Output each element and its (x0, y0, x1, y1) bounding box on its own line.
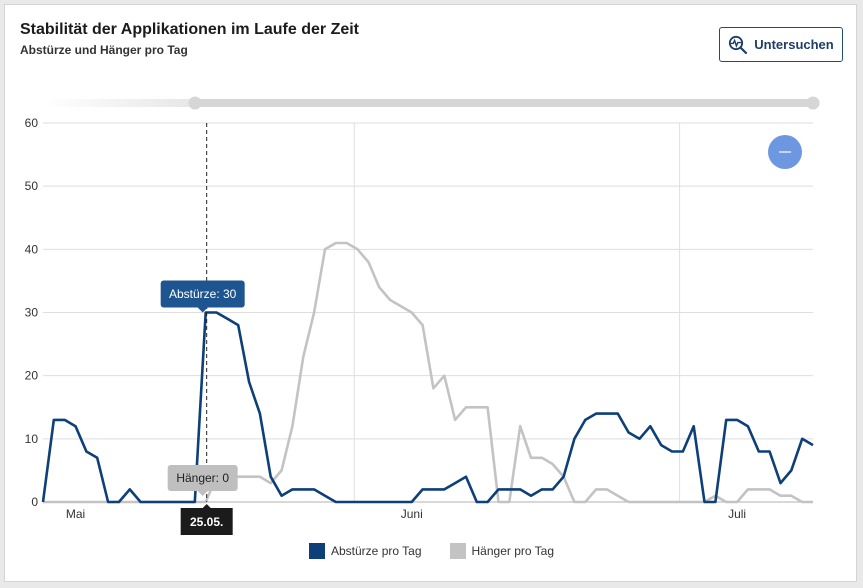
tooltip-hangs-pointer (197, 491, 208, 496)
investigate-button-label: Untersuchen (754, 37, 834, 52)
tooltip-date-text: 25.05. (190, 515, 223, 529)
magnifier-pulse-icon (728, 35, 748, 55)
tooltip-crashes-pointer (197, 307, 208, 313)
series-line-hangs[interactable] (43, 241, 813, 504)
chart-lines (41, 241, 814, 504)
zoom-reset-button[interactable] (768, 135, 802, 169)
tooltip-crashes: Abstürze: 30 (160, 280, 245, 313)
tooltip-hangs-box (167, 465, 238, 491)
y-axis: 0 10 20 30 40 50 60 (25, 116, 39, 509)
y-tick-label: 40 (25, 242, 39, 256)
chart-subtitle: Abstürze und Hänger pro Tag (20, 43, 188, 57)
tooltip-date-pointer (201, 504, 212, 509)
legend-label-crashes: Abstürze pro Tag (331, 544, 422, 558)
tooltip-date: 25.05. (180, 504, 233, 535)
chart-svg: 0 10 20 30 40 50 60 Mai Juni Juli Abstürze: 30 Hä… (25, 96, 820, 535)
legend-label-hangs: Hänger pro Tag (471, 544, 555, 558)
range-slider[interactable] (43, 96, 820, 110)
slider-handle-end[interactable] (806, 96, 820, 110)
tooltip-crashes-text: Abstürze: 30 (169, 287, 237, 301)
y-tick-label: 20 (25, 369, 39, 383)
y-tick-label: 10 (25, 432, 39, 446)
chart-title: Stabilität der Applikationen im Laufe de… (20, 21, 360, 38)
tooltip-hangs-text: Hänger: 0 (176, 471, 229, 485)
chart-overlay: Abstürze: 30 Hänger: 0 25.05. (160, 123, 245, 535)
slider-track-active[interactable] (195, 99, 813, 107)
slider-track-inactive (43, 99, 195, 107)
investigate-button[interactable]: Untersuchen (719, 27, 843, 62)
slider-handle-start[interactable] (188, 96, 202, 110)
y-tick-label: 30 (25, 306, 39, 320)
chart-legend: Abstürze pro Tag Hänger pro Tag (5, 543, 858, 559)
legend-item-crashes[interactable]: Abstürze pro Tag (309, 543, 422, 559)
series-line-crashes[interactable] (41, 311, 814, 504)
tooltip-crashes-box (160, 280, 245, 308)
x-tick-label: Mai (66, 507, 85, 521)
legend-swatch-hangs (449, 543, 466, 559)
legend-item-hangs[interactable]: Hänger pro Tag (449, 543, 555, 559)
tooltip-hangs: Hänger: 0 (167, 465, 238, 496)
tooltip-date-box (180, 508, 233, 535)
x-tick-label: Juni (401, 507, 423, 521)
y-tick-label: 0 (31, 495, 38, 509)
y-tick-label: 60 (25, 116, 39, 130)
y-tick-label: 50 (25, 179, 39, 193)
x-tick-label: Juli (728, 507, 746, 521)
legend-swatch-crashes (309, 543, 325, 559)
x-axis: Mai Juni Juli (66, 507, 746, 521)
chart-card: Stabilität der Applikationen im Laufe de… (4, 4, 857, 582)
